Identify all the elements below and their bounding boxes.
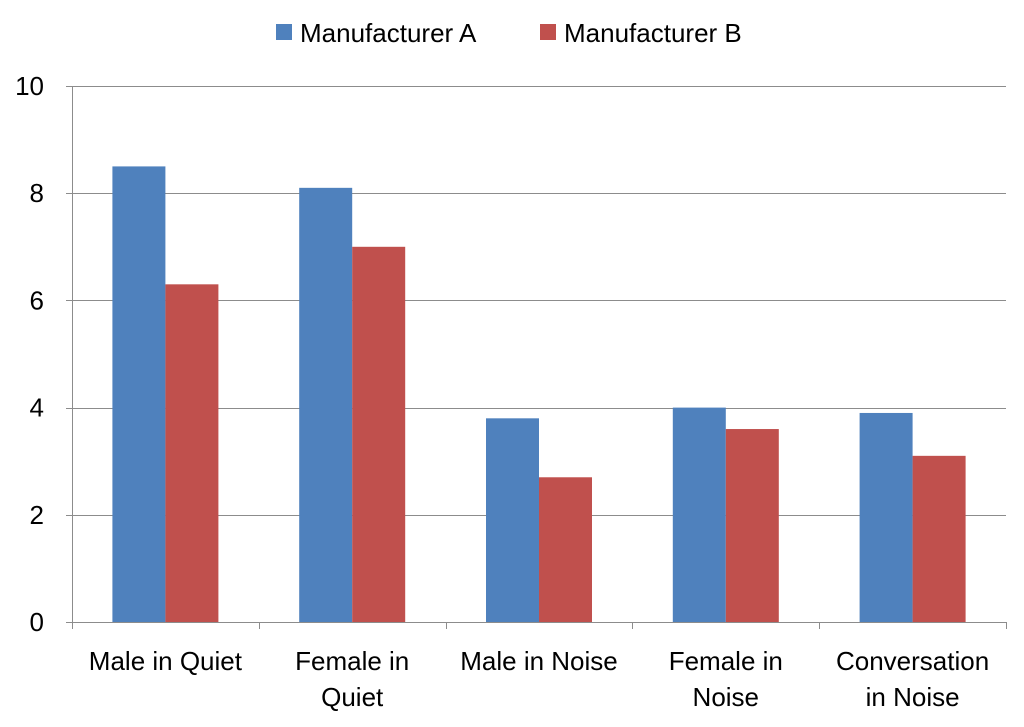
legend: Manufacturer A Manufacturer B bbox=[276, 18, 742, 48]
bar-manufacturer-a-0 bbox=[112, 166, 166, 622]
y-tick-label: 2 bbox=[30, 500, 44, 530]
x-category-label: Conversation in Noise bbox=[836, 646, 989, 712]
y-tick-label: 4 bbox=[30, 393, 44, 423]
x-category-label-line: in Noise bbox=[866, 682, 960, 712]
x-axis-category-labels: Male in Quiet Female in Quiet Male in Noise… bbox=[89, 646, 989, 712]
bar-manufacturer-a-1 bbox=[299, 187, 353, 622]
legend-label-manufacturer-a: Manufacturer A bbox=[300, 18, 477, 48]
bar-manufacturer-b-3 bbox=[725, 429, 779, 622]
x-category-label-line: Female in bbox=[669, 646, 783, 676]
x-category-label: Female in Noise bbox=[669, 646, 783, 712]
y-tick-label: 10 bbox=[15, 71, 44, 101]
legend-swatch-manufacturer-a bbox=[276, 24, 292, 40]
bars bbox=[112, 166, 966, 623]
x-category-label: Male in Quiet bbox=[89, 646, 243, 676]
x-category-label-line: Female in bbox=[295, 646, 409, 676]
legend-label-manufacturer-b: Manufacturer B bbox=[564, 18, 742, 48]
bar-manufacturer-a-3 bbox=[672, 407, 726, 622]
x-category-label-line: Noise bbox=[693, 682, 759, 712]
y-tick-label: 8 bbox=[30, 178, 44, 208]
x-category-label-line: Male in Quiet bbox=[89, 646, 243, 676]
bar-manufacturer-a-2 bbox=[486, 418, 539, 622]
x-category-label-line: Quiet bbox=[321, 682, 384, 712]
axes bbox=[66, 86, 1007, 629]
x-category-label-line: Conversation bbox=[836, 646, 989, 676]
bar-manufacturer-b-1 bbox=[352, 246, 406, 623]
x-category-label-line: Male in Noise bbox=[460, 646, 618, 676]
y-tick-label: 0 bbox=[30, 607, 44, 637]
y-tick-label: 6 bbox=[30, 285, 44, 315]
x-category-label: Male in Noise bbox=[460, 646, 618, 676]
gridlines bbox=[72, 86, 1006, 516]
x-category-label: Female in Quiet bbox=[295, 646, 409, 712]
bar-manufacturer-b-0 bbox=[165, 284, 219, 622]
y-axis-tick-labels: 0 2 4 6 8 10 bbox=[15, 71, 44, 637]
bar-manufacturer-b-2 bbox=[539, 477, 592, 622]
legend-swatch-manufacturer-b bbox=[540, 24, 556, 40]
bar-manufacturer-b-4 bbox=[912, 455, 966, 622]
bar-manufacturer-a-4 bbox=[859, 412, 913, 622]
